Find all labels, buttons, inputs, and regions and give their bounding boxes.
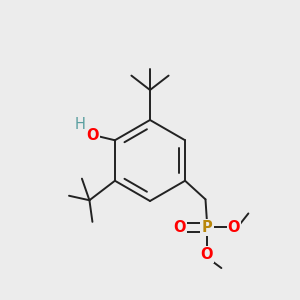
Text: O: O: [86, 128, 99, 143]
Text: H: H: [74, 117, 85, 132]
Text: P: P: [202, 220, 212, 235]
Text: O: O: [201, 247, 213, 262]
Text: O: O: [174, 220, 186, 235]
Text: O: O: [228, 220, 240, 235]
